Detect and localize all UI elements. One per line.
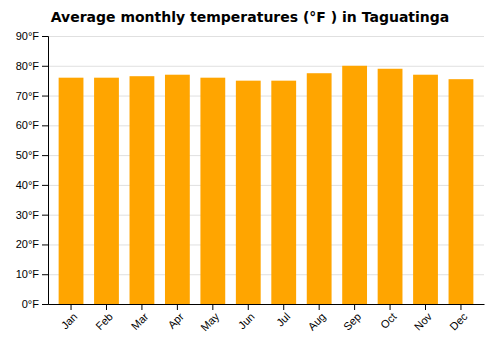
y-tick: 60°F [16, 119, 48, 131]
x-tick-label: Feb [93, 310, 115, 332]
x-tick-label: Nov [412, 310, 435, 333]
bar [94, 78, 119, 304]
y-tick-label: 70°F [16, 90, 40, 102]
x-tick-mark [141, 304, 142, 310]
x-tick: Aug [305, 304, 327, 333]
y-tick-mark [42, 244, 48, 245]
x-axis: Jan Feb Mar Apr May Jun Jul Aug Sep Oct Nov Dec [49, 304, 485, 333]
x-tick: May [198, 304, 222, 333]
y-tick: 10°F [16, 268, 48, 280]
grid-line [48, 66, 484, 67]
y-tick-label: 10°F [16, 268, 40, 280]
bar [307, 73, 332, 304]
y-tick-label: 30°F [16, 209, 40, 221]
y-tick-label: 0°F [22, 298, 40, 310]
x-tick-mark [106, 304, 107, 310]
y-tick-mark [42, 274, 48, 275]
y-tick-label: 90°F [16, 30, 40, 42]
y-axis-line [42, 37, 49, 305]
bar [200, 78, 225, 304]
bar [449, 79, 474, 304]
y-tick: 50°F [16, 149, 48, 161]
grid-tick [48, 304, 484, 305]
x-tick-label: Apr [165, 310, 186, 331]
bar [236, 81, 261, 304]
x-tick-mark [248, 304, 249, 310]
x-tick-mark [390, 304, 391, 310]
y-tick-mark [42, 185, 48, 186]
y-tick: 30°F [16, 209, 48, 221]
x-tick-label: May [198, 310, 222, 334]
y-tick-mark [42, 125, 48, 126]
y-tick-label: 50°F [16, 149, 40, 161]
y-tick-mark [42, 36, 48, 37]
title: Average monthly temperatures (°F ) in Ta… [51, 9, 450, 25]
x-tick-mark [425, 304, 426, 310]
y-tick: 70°F [16, 90, 48, 102]
y-tick-mark [42, 66, 48, 67]
x-tick-mark [283, 304, 284, 310]
x-tick-label: Sep [341, 310, 363, 332]
y-tick: 40°F [16, 179, 48, 191]
x-axis-line [49, 304, 485, 305]
grid-tick [48, 66, 484, 67]
y-tick: 0°F [22, 298, 48, 310]
y-axis: 0°F 10°F 20°F 30°F 40°F 50°F 60°F 70°F 80°F 90°F [16, 30, 49, 310]
grid-line [48, 36, 484, 37]
x-tick: Apr [165, 304, 186, 331]
x-tick-mark [354, 304, 355, 310]
bar [271, 81, 296, 304]
y-tick-mark [42, 155, 48, 156]
y-tick-label: 20°F [16, 238, 40, 250]
x-tick: Jul [274, 304, 292, 329]
bar [413, 75, 438, 304]
x-tick-label: Oct [378, 310, 399, 331]
x-tick-mark [71, 304, 72, 310]
x-tick-label: Jan [59, 310, 80, 331]
x-tick: Mar [129, 304, 151, 332]
grid-tick [48, 36, 484, 37]
y-tick-label: 40°F [16, 179, 40, 191]
y-tick-mark [42, 304, 48, 305]
y-tick-mark [42, 96, 48, 97]
x-tick: Oct [378, 304, 399, 331]
bar [378, 69, 403, 304]
x-tick-mark [460, 304, 461, 310]
bars [59, 66, 474, 304]
x-tick: Sep [341, 304, 363, 333]
x-tick: Nov [412, 304, 435, 333]
x-tick-label: Jul [274, 310, 292, 328]
bar [342, 66, 367, 304]
x-tick: Jun [236, 304, 257, 331]
x-tick-mark [177, 304, 178, 310]
chart: Jan Feb Mar Apr May Jun Jul Aug Sep Oct Nov Dec 0°F 1… [0, 0, 500, 350]
y-tick: 90°F [16, 30, 48, 42]
x-tick-label: Dec [447, 310, 470, 333]
bar [59, 78, 84, 304]
x-tick: Dec [447, 304, 470, 333]
x-tick-label: Aug [305, 310, 327, 332]
x-tick-mark [319, 304, 320, 310]
y-tick-label: 80°F [16, 60, 40, 72]
x-tick-label: Jun [236, 310, 257, 331]
y-tick-label: 60°F [16, 119, 40, 131]
plot: Jan Feb Mar Apr May Jun Jul Aug Sep Oct Nov Dec 0°F 1… [16, 30, 485, 333]
x-tick: Feb [93, 304, 115, 332]
x-tick: Jan [59, 304, 80, 331]
bar [130, 76, 155, 304]
bar [165, 75, 190, 304]
y-tick: 20°F [16, 238, 48, 250]
x-tick-label: Mar [129, 310, 151, 332]
grid [48, 37, 484, 305]
y-tick: 80°F [16, 60, 48, 72]
grid-line [48, 304, 484, 305]
y-tick-mark [42, 215, 48, 216]
x-tick-mark [212, 304, 213, 310]
